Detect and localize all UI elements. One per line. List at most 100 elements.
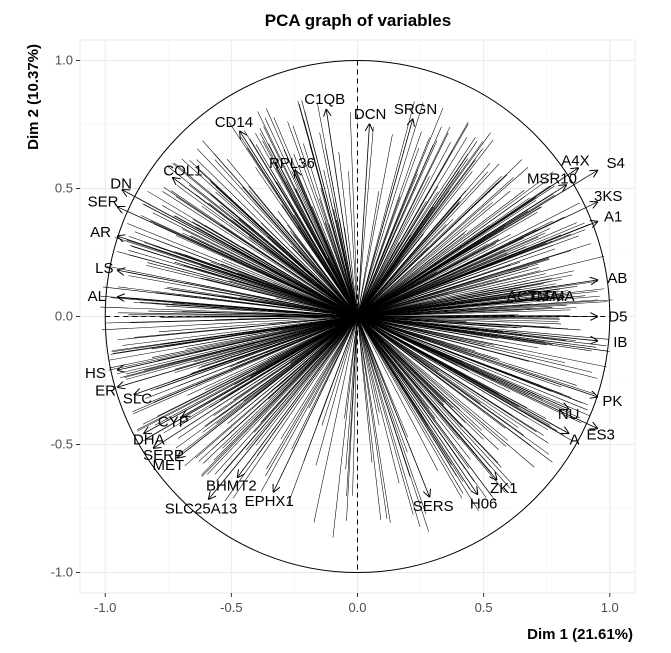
bulk-arrow xyxy=(216,316,358,481)
bulk-arrow xyxy=(357,316,519,428)
bulk-arrow xyxy=(357,316,444,403)
chart-title: PCA graph of variables xyxy=(265,11,451,30)
bulk-arrow xyxy=(357,171,554,317)
variable-label: A1 xyxy=(604,209,622,226)
bulk-arrow xyxy=(168,316,358,365)
variable-arrow xyxy=(135,316,358,395)
bulk-arrow xyxy=(357,176,430,317)
bulk-arrow xyxy=(357,316,408,453)
variable-label: ACTMA xyxy=(507,288,560,305)
bulk-arrow xyxy=(185,316,358,350)
bulk-arrow xyxy=(130,245,358,317)
bulk-arrow xyxy=(357,290,569,317)
bulk-arrow xyxy=(184,316,358,466)
bulk-arrow xyxy=(357,222,577,317)
bulk-arrow xyxy=(357,316,529,362)
bulk-arrow xyxy=(248,189,358,317)
bulk-arrow xyxy=(357,316,562,325)
bulk-arrow xyxy=(357,316,549,431)
bulk-arrow xyxy=(265,316,358,476)
variable-label: 3KS xyxy=(594,188,622,205)
bulk-arrow xyxy=(357,279,499,317)
x-tick-label: 1.0 xyxy=(601,600,619,615)
bulk-arrow xyxy=(280,316,358,440)
bulk-arrow xyxy=(357,190,525,317)
variable-arrow xyxy=(357,316,598,341)
bulk-arrow xyxy=(345,316,358,470)
bulk-arrow xyxy=(133,316,358,415)
variable-label: DHA xyxy=(133,431,165,448)
bulk-arrow xyxy=(357,292,540,317)
bulk-arrow xyxy=(357,186,439,317)
bulk-arrow xyxy=(357,316,569,330)
bulk-arrow xyxy=(357,202,580,317)
bulk-arrow xyxy=(227,316,358,424)
variable-label: SLC xyxy=(123,390,152,407)
bulk-arrow xyxy=(328,192,358,317)
variable-arrow xyxy=(357,168,578,317)
variable-label: CD14 xyxy=(215,114,253,131)
bulk-arrow xyxy=(357,171,473,317)
variable-arrow xyxy=(326,110,358,317)
variable-label: A xyxy=(569,431,579,448)
bulk-arrow xyxy=(357,316,464,482)
variable-arrows xyxy=(118,110,597,499)
bulk-arrow xyxy=(357,264,511,317)
bulk-arrow xyxy=(357,316,539,349)
bulk-arrow xyxy=(160,316,358,318)
y-tick-label: 0.0 xyxy=(55,309,73,324)
variable-label: COL1 xyxy=(163,163,202,180)
bulk-arrow xyxy=(357,167,529,317)
bulk-arrow xyxy=(357,121,469,317)
variable-label: SER xyxy=(88,193,119,210)
bulk-arrow xyxy=(357,316,414,515)
bulk-arrow xyxy=(260,316,358,492)
bulk-arrow xyxy=(357,316,559,322)
bulk-arrow xyxy=(357,201,494,317)
bulk-arrow xyxy=(137,316,358,431)
bulk-arrow xyxy=(242,247,358,317)
bulk-arrow xyxy=(287,121,358,317)
bulk-arrow xyxy=(357,307,577,317)
bulk-arrow xyxy=(357,148,484,317)
bulk-arrow xyxy=(357,316,552,392)
variable-label: LS xyxy=(95,260,113,277)
bulk-arrow xyxy=(357,190,511,317)
variable-label: AR xyxy=(90,224,111,241)
bulk-arrow xyxy=(275,167,358,317)
bulk-arrow xyxy=(175,316,358,449)
bulk-arrow xyxy=(357,316,514,486)
bulk-arrow xyxy=(255,167,358,317)
bulk-arrow xyxy=(357,280,529,317)
bulk-arrow xyxy=(221,263,358,317)
axis-ticks: -1.0 -0.5 0.0 0.5 1.0 -1.0 -0.5 0.0 0.5 1.0 xyxy=(51,52,619,615)
variable-label: AL xyxy=(88,288,106,305)
bulk-arrow xyxy=(357,316,421,528)
bulk-arrow xyxy=(189,159,358,317)
bulk-arrow xyxy=(352,316,358,496)
bulk-arrow xyxy=(117,316,358,341)
bulk-arrow xyxy=(303,119,358,317)
variable-arrow xyxy=(357,185,567,317)
bulk-arrow xyxy=(270,168,358,317)
bulk-arrow xyxy=(348,171,358,317)
bulk-arrow xyxy=(357,131,422,317)
bulk-arrow xyxy=(203,316,358,464)
bulk-arrow xyxy=(328,224,358,317)
y-axis-title: Dim 2 (10.37%) xyxy=(25,44,42,150)
bulk-arrow xyxy=(357,316,500,360)
bulk-arrow xyxy=(266,316,358,470)
bulk-arrow xyxy=(357,316,380,426)
variable-arrow xyxy=(183,316,358,417)
bulk-arrow xyxy=(174,162,358,317)
bulk-arrow xyxy=(357,316,436,419)
x-tick-label: -1.0 xyxy=(94,600,116,615)
bulk-arrow xyxy=(357,316,588,411)
bulk-arrow xyxy=(254,316,358,420)
bulk-arrow xyxy=(357,283,557,317)
variable-arrow xyxy=(357,316,430,497)
bulk-arrow xyxy=(207,316,358,475)
variable-label: ES3 xyxy=(586,426,614,443)
bulk-arrow xyxy=(357,316,471,460)
bulk-arrow xyxy=(201,316,358,477)
